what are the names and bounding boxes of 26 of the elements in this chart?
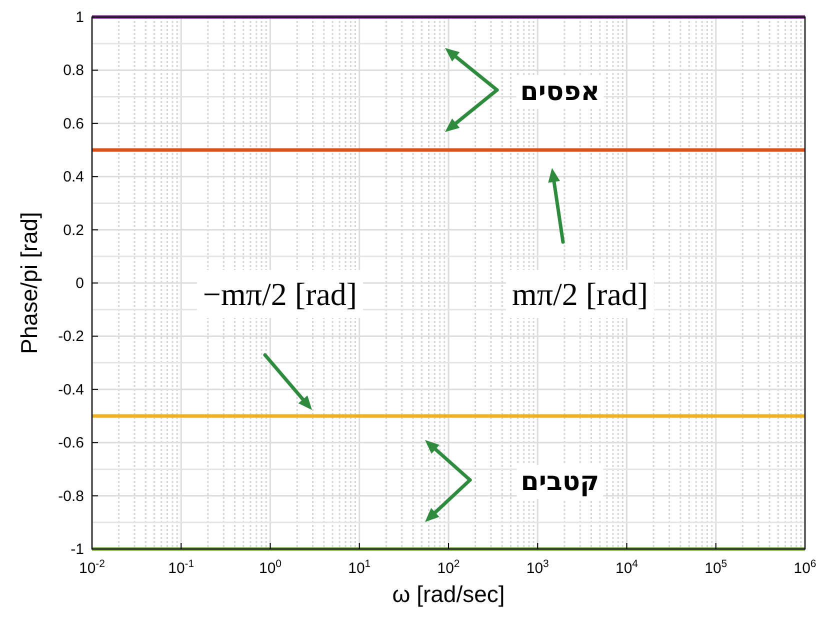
y-tick-label: -1 — [70, 541, 84, 558]
annotation: −mπ/2 [rad] — [202, 276, 358, 312]
y-tick-label: -0.4 — [58, 381, 84, 398]
x-tick-label: 10$^{2}$ — [437, 558, 460, 577]
y-axis-title: Phase/pi [rad] — [16, 212, 42, 354]
x-tick-label: 10$^{-1}$ — [168, 558, 194, 577]
x-tick-label: 10$^{0}$ — [258, 558, 282, 577]
y-tick-label: -0.6 — [58, 434, 84, 452]
x-tick-label: 10$^{5}$ — [704, 558, 728, 577]
x-tick-label: 10$^{-2}$ — [78, 558, 106, 577]
y-tick-label: 0 — [76, 275, 84, 292]
y-tick-label: -0.8 — [58, 488, 84, 505]
x-tick-label: 10$^{3}$ — [526, 558, 550, 577]
x-axis-title: ω [rad/sec] — [392, 581, 505, 607]
y-tick-label: -0.2 — [58, 328, 84, 346]
x-tick-label: 10$^{4}$ — [615, 558, 638, 577]
y-tick-label: 0.6 — [63, 115, 84, 132]
annotation: mπ/2 [rad] — [512, 276, 648, 312]
annotation: קטבים — [520, 467, 600, 497]
annotation: אפסים — [520, 77, 600, 107]
y-tick-label: 0.2 — [63, 222, 84, 239]
x-tick-label: 10$^{1}$ — [348, 558, 371, 577]
x-tick-label: 10$^{6}$ — [794, 558, 816, 577]
y-tick-label: 0.4 — [63, 168, 84, 186]
y-tick-label: 0.8 — [63, 62, 84, 80]
y-tick-label: 1 — [76, 9, 84, 26]
